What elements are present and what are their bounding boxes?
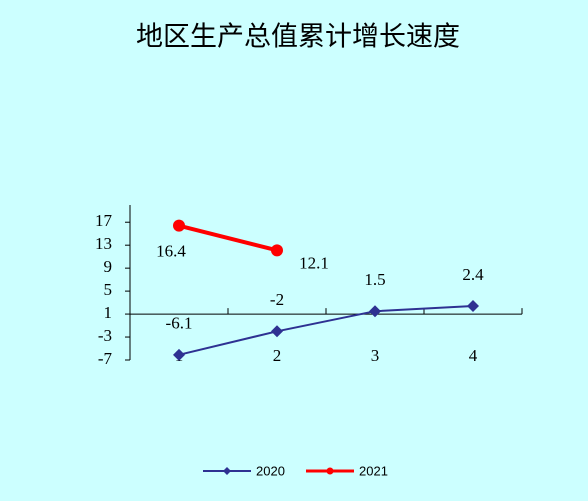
series-line	[178, 223, 278, 253]
data-label: 2.4	[462, 265, 484, 284]
y-tick-label: 13	[95, 234, 112, 253]
data-label: 1.5	[364, 270, 385, 289]
data-label: 16.4	[156, 242, 186, 261]
x-tick-label: 2	[273, 346, 282, 365]
series-line	[178, 305, 474, 356]
x-tick-label: 3	[371, 346, 380, 365]
legend-label: 2020	[256, 463, 285, 478]
data-label: -2	[270, 290, 284, 309]
point	[369, 305, 381, 318]
y-tick-label: 9	[104, 257, 113, 276]
y-tick-label: 17	[95, 211, 113, 230]
point	[271, 325, 283, 338]
point	[173, 348, 185, 361]
y-tick-label: -7	[98, 349, 113, 368]
legend-marker	[326, 467, 334, 475]
y-tick-label: 1	[104, 303, 113, 322]
data-label: -6.1	[166, 314, 193, 333]
legend-marker	[223, 467, 231, 475]
y-tick-label: 5	[104, 280, 113, 299]
point	[271, 244, 283, 257]
data-label: 12.1	[299, 253, 329, 272]
chart-title: 地区生产总值累计增长速度	[136, 22, 460, 53]
x-tick-label: 4	[469, 346, 478, 365]
legend-label: 2021	[359, 463, 388, 478]
point	[173, 219, 185, 232]
y-tick-label: -3	[98, 326, 112, 345]
point	[467, 300, 479, 313]
